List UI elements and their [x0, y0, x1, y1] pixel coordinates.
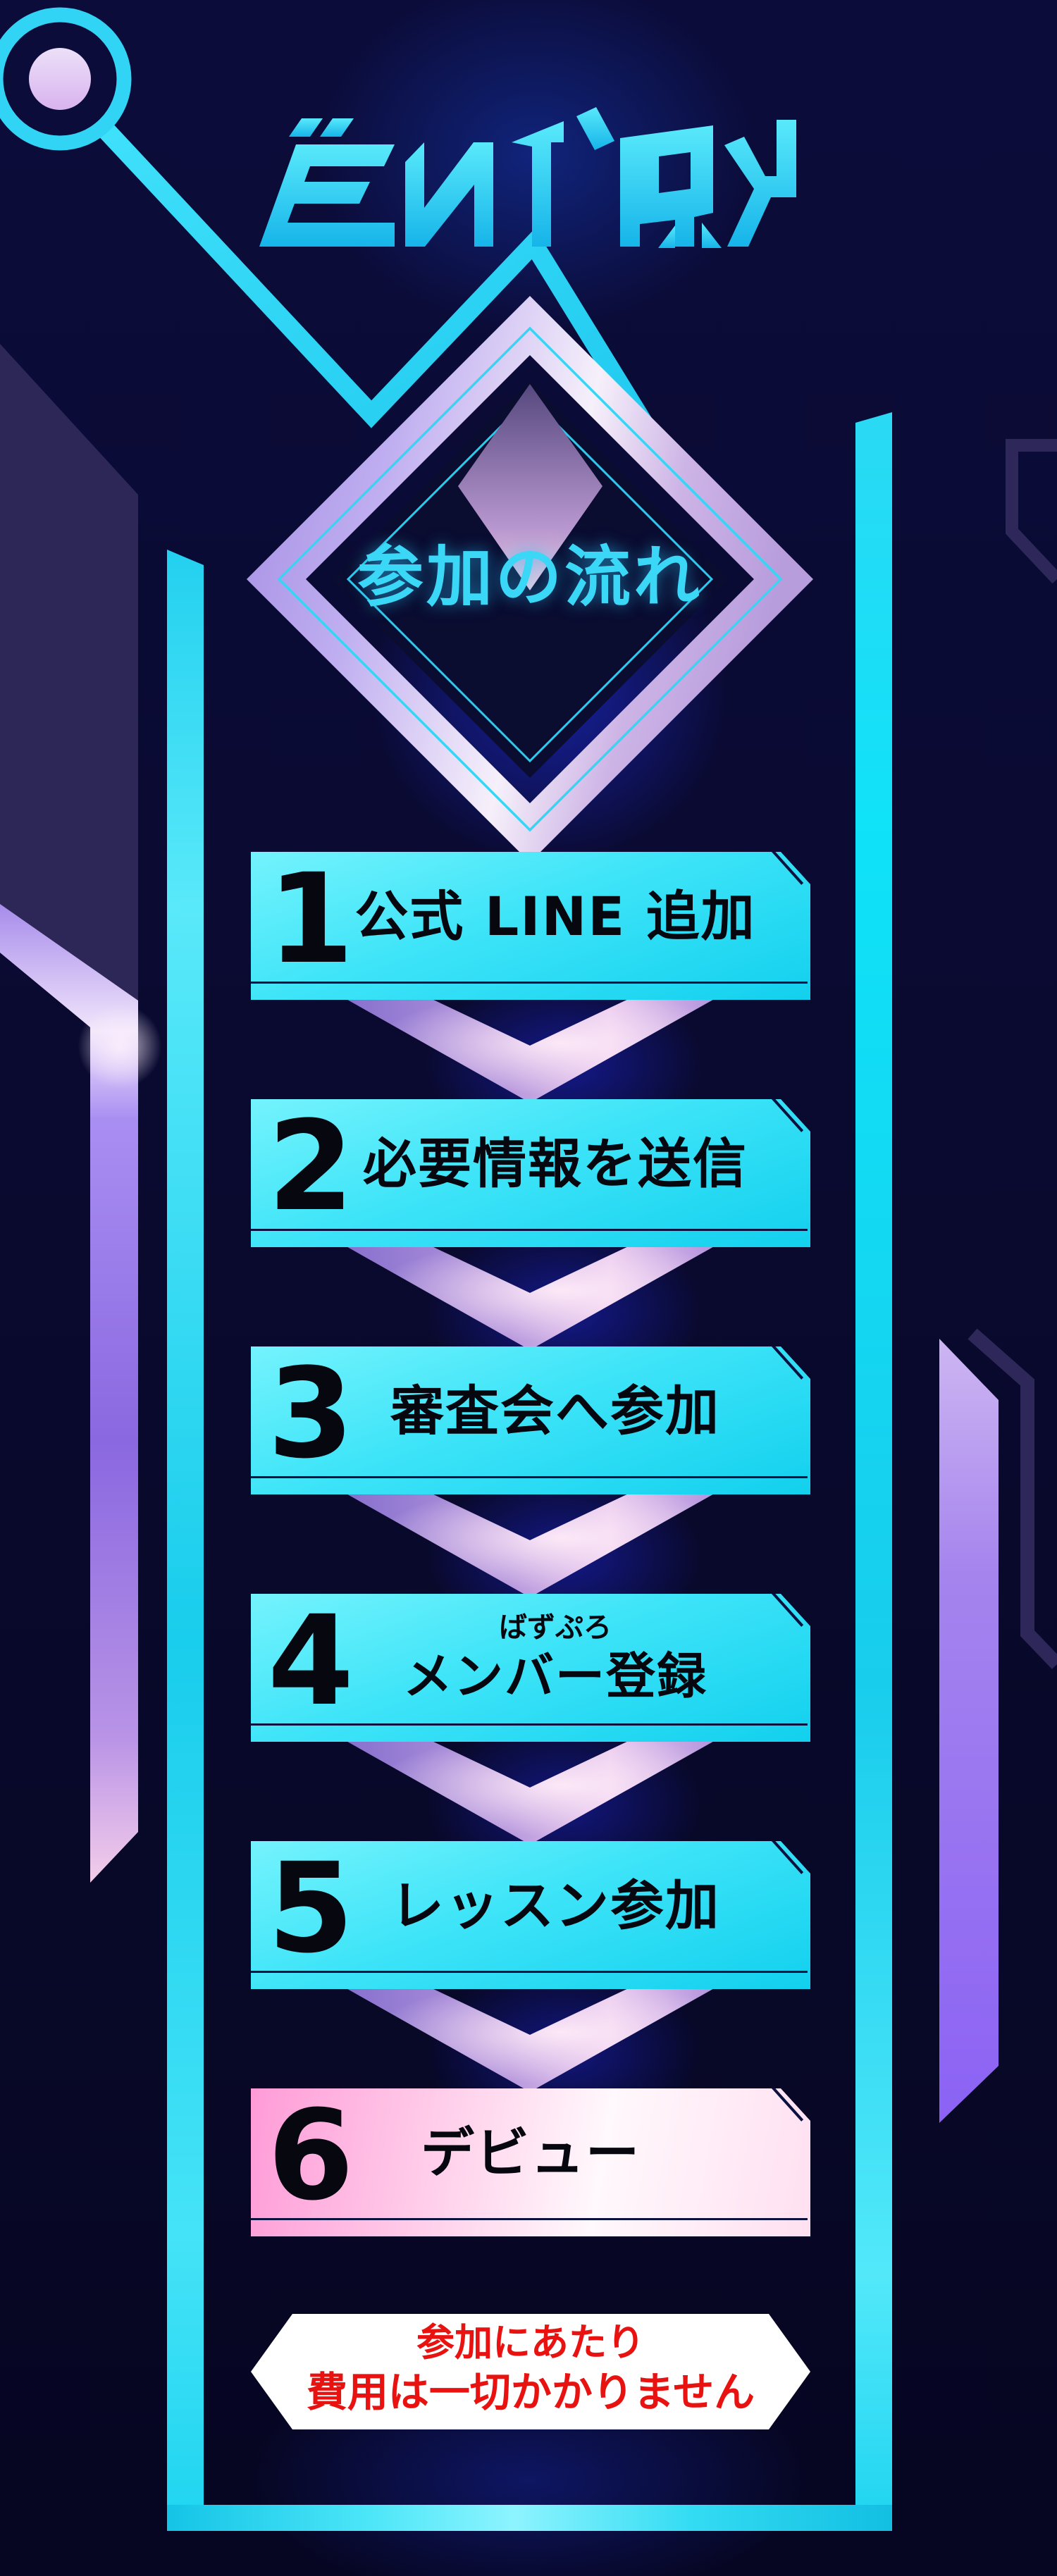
- step-label: レッスン参加: [390, 1874, 720, 1937]
- flow-diamond-label: 参加の流れ: [357, 539, 703, 616]
- banner-divider: [251, 1971, 808, 1973]
- banner-divider: [251, 982, 808, 984]
- flow-diamond: [247, 296, 813, 862]
- pin-zigzag-decoration: [0, 7, 668, 454]
- notice-line1: 参加にあたり: [416, 2320, 645, 2365]
- zigzag-line: [96, 120, 668, 454]
- no-cost-notice: 参加にあたり 費用は一切かかりません: [251, 2314, 810, 2429]
- step-number: 4: [267, 1589, 354, 1733]
- step-number: 6: [267, 2083, 354, 2228]
- step-banner-5: 5 レッスン参加: [251, 1841, 810, 1989]
- frame-bottom-bar: [167, 2505, 892, 2531]
- banner-divider: [251, 2218, 808, 2220]
- pin-circle-core: [29, 48, 91, 110]
- step-banner-1: 1 公式 LINE 追加: [251, 852, 810, 1000]
- step-banner-2: 2 必要情報を送信: [251, 1099, 810, 1247]
- step-label: 必要情報を送信: [363, 1132, 748, 1195]
- down-chevron-arrow-1: [310, 979, 750, 1103]
- corner-notch: [772, 1841, 804, 1874]
- corner-notch: [772, 1594, 804, 1627]
- notice-line2: 費用は一切かかりません: [306, 2368, 755, 2416]
- frame-left-bar: [167, 550, 204, 2531]
- step-number: 1: [267, 847, 354, 991]
- step-banner-6: 6 デビュー: [251, 2088, 810, 2236]
- purple-bar-left: [0, 904, 138, 1883]
- corner-notch: [772, 1346, 804, 1380]
- circuit-lines-right: [968, 439, 1057, 1669]
- corner-notch: [772, 2088, 804, 2122]
- banner-divider: [251, 1229, 808, 1231]
- banner-divider: [251, 1723, 808, 1726]
- down-chevron-arrow-2: [310, 1226, 750, 1350]
- step-label: デビュー: [421, 2122, 641, 2184]
- step-banner-3: 3 審査会へ参加: [251, 1346, 810, 1494]
- step-number: 2: [267, 1094, 354, 1239]
- step-label: 公式 LINE 追加: [354, 885, 756, 948]
- frame-right-bar: [855, 412, 892, 2531]
- down-chevron-arrow-5: [310, 1968, 750, 2092]
- step-banner-4: 4 ばずぷろ メンバー登録: [251, 1594, 810, 1742]
- step-furigana: ばずぷろ: [499, 1611, 612, 1644]
- down-chevron-arrow-3: [310, 1473, 750, 1597]
- down-chevron-arrow-4: [310, 1721, 750, 1845]
- step-number: 3: [267, 1342, 354, 1486]
- step-number: 5: [267, 1836, 354, 1981]
- banner-divider: [251, 1476, 808, 1478]
- pin-circle-icon: [0, 7, 132, 151]
- step-label: メンバー登録: [403, 1647, 707, 1705]
- entry-logo: [259, 107, 796, 248]
- step-label: 審査会へ参加: [390, 1380, 720, 1442]
- corner-notch: [772, 1099, 804, 1132]
- purple-bar-right: [939, 1339, 999, 2123]
